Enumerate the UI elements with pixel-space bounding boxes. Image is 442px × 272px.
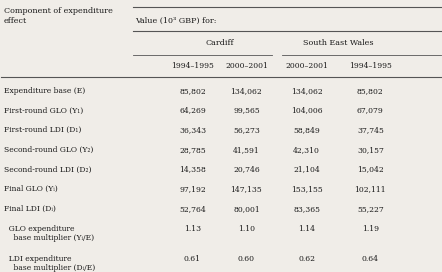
Text: 134,062: 134,062 bbox=[231, 87, 263, 95]
Text: 134,062: 134,062 bbox=[291, 87, 323, 95]
Text: 15,042: 15,042 bbox=[357, 165, 384, 174]
Text: Final GLO (Yᵢ): Final GLO (Yᵢ) bbox=[4, 185, 57, 193]
Text: 2000–2001: 2000–2001 bbox=[285, 62, 328, 70]
Text: Second-round LDI (D₂): Second-round LDI (D₂) bbox=[4, 165, 91, 174]
Text: 1994–1995: 1994–1995 bbox=[171, 62, 214, 70]
Text: 147,135: 147,135 bbox=[231, 185, 263, 193]
Text: 37,745: 37,745 bbox=[357, 126, 384, 134]
Text: 0.61: 0.61 bbox=[184, 255, 201, 263]
Text: Expenditure base (E): Expenditure base (E) bbox=[4, 87, 85, 95]
Text: 55,227: 55,227 bbox=[357, 205, 384, 213]
Text: 104,006: 104,006 bbox=[291, 106, 323, 115]
Text: 58,849: 58,849 bbox=[293, 126, 320, 134]
Text: 14,358: 14,358 bbox=[179, 165, 206, 174]
Text: 99,565: 99,565 bbox=[233, 106, 260, 115]
Text: 41,591: 41,591 bbox=[233, 146, 260, 154]
Text: 30,157: 30,157 bbox=[357, 146, 384, 154]
Text: Final LDI (Dᵢ): Final LDI (Dᵢ) bbox=[4, 205, 55, 213]
Text: 36,343: 36,343 bbox=[179, 126, 206, 134]
Text: 1.14: 1.14 bbox=[298, 225, 315, 233]
Text: 0.64: 0.64 bbox=[362, 255, 379, 263]
Text: 1.10: 1.10 bbox=[238, 225, 255, 233]
Text: 1994–1995: 1994–1995 bbox=[349, 62, 392, 70]
Text: 85,802: 85,802 bbox=[179, 87, 206, 95]
Text: 102,111: 102,111 bbox=[354, 185, 386, 193]
Text: 0.60: 0.60 bbox=[238, 255, 255, 263]
Text: Cardiff: Cardiff bbox=[205, 39, 234, 47]
Text: 21,104: 21,104 bbox=[293, 165, 320, 174]
Text: 80,001: 80,001 bbox=[233, 205, 260, 213]
Text: 153,155: 153,155 bbox=[291, 185, 323, 193]
Text: 85,802: 85,802 bbox=[357, 87, 384, 95]
Text: South East Wales: South East Wales bbox=[303, 39, 374, 47]
Text: First-round GLO (Y₁): First-round GLO (Y₁) bbox=[4, 106, 83, 115]
Text: 28,785: 28,785 bbox=[179, 146, 206, 154]
Text: 52,764: 52,764 bbox=[179, 205, 206, 213]
Text: 83,365: 83,365 bbox=[293, 205, 320, 213]
Text: Value (10³ GBP) for:: Value (10³ GBP) for: bbox=[135, 17, 217, 25]
Text: 1.13: 1.13 bbox=[184, 225, 201, 233]
Text: LDI expenditure
    base multiplier (Dᵢ/E): LDI expenditure base multiplier (Dᵢ/E) bbox=[4, 255, 95, 272]
Text: 56,273: 56,273 bbox=[233, 126, 260, 134]
Text: GLO expenditure
    base multiplier (Yᵢ/E): GLO expenditure base multiplier (Yᵢ/E) bbox=[4, 225, 94, 242]
Text: First-round LDI (D₁): First-round LDI (D₁) bbox=[4, 126, 81, 134]
Text: Component of expenditure
effect: Component of expenditure effect bbox=[4, 7, 112, 24]
Text: 2000–2001: 2000–2001 bbox=[225, 62, 268, 70]
Text: Second-round GLO (Y₂): Second-round GLO (Y₂) bbox=[4, 146, 93, 154]
Text: 20,746: 20,746 bbox=[233, 165, 260, 174]
Text: 64,269: 64,269 bbox=[179, 106, 206, 115]
Text: 0.62: 0.62 bbox=[298, 255, 315, 263]
Text: 1.19: 1.19 bbox=[362, 225, 379, 233]
Text: 97,192: 97,192 bbox=[179, 185, 206, 193]
Text: 67,079: 67,079 bbox=[357, 106, 384, 115]
Text: 42,310: 42,310 bbox=[293, 146, 320, 154]
